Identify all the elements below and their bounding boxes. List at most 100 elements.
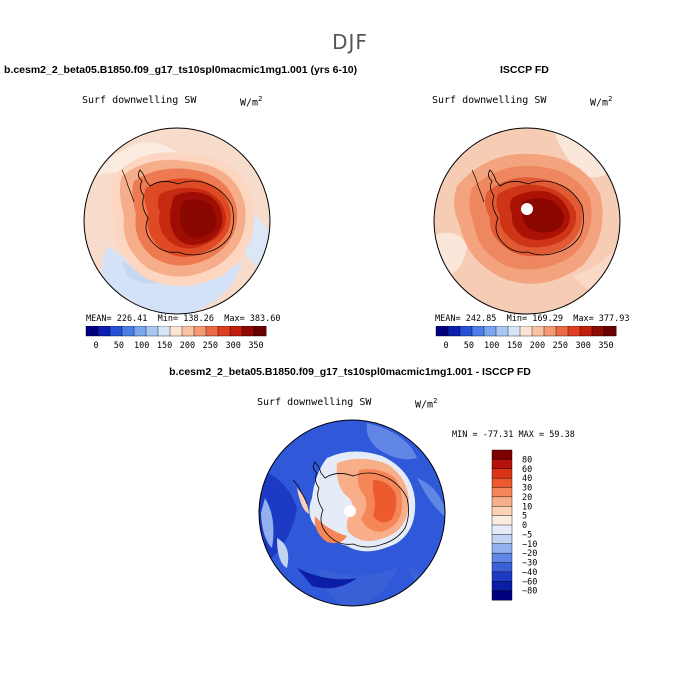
- colorbar-swatch: [193, 326, 207, 337]
- colorbar-tick-label: 80: [522, 455, 532, 465]
- model-panel-title: b.cesm2_2_beta05.B1850.f09_g17_ts10spl0m…: [4, 64, 358, 76]
- colorbar-swatch: [491, 590, 513, 601]
- colorbar-tick-label: 0: [443, 341, 448, 351]
- colorbar-tick-label: 200: [530, 341, 545, 351]
- colorbar-tick-label: −40: [522, 568, 537, 578]
- colorbar-swatch: [491, 487, 513, 498]
- colorbar-tick-label: −60: [522, 577, 537, 587]
- colorbar-swatch: [495, 326, 509, 337]
- colorbar-tick-label: 300: [575, 341, 590, 351]
- colorbar-tick-label: 0: [522, 521, 527, 531]
- colorbar-swatch: [543, 326, 557, 337]
- colorbar-swatch: [447, 326, 461, 337]
- antarctica-coastline: [488, 169, 584, 256]
- colorbar-swatch: [85, 326, 99, 337]
- colorbar-swatch: [507, 326, 521, 337]
- colorbar-tick-label: 150: [507, 341, 522, 351]
- colorbar-tick-label: 20: [522, 493, 532, 503]
- colorbar-tick-label: 100: [134, 341, 149, 351]
- difference-units-label: W/m2: [415, 397, 438, 411]
- colorbar-swatch: [491, 543, 513, 554]
- colorbar-swatch: [253, 326, 267, 337]
- colorbar-tick-label: 40: [522, 474, 532, 484]
- colorbar-swatch: [491, 562, 513, 573]
- obs-colorbar: 0 50 100 150 200 250 300 350: [435, 326, 617, 351]
- colorbar-tick-label: 350: [598, 341, 613, 351]
- model-variable-label: Surf downwelling SW: [82, 95, 197, 106]
- model-stats: MEAN= 226.41 Min= 138.26 Max= 383.60: [86, 314, 281, 324]
- colorbar-tick-label: 200: [180, 341, 195, 351]
- colorbar-tick-label: 50: [114, 341, 124, 351]
- difference-minmax: MIN = -77.31 MAX = 59.38: [452, 430, 575, 440]
- colorbar-swatch: [229, 326, 243, 337]
- colorbar-swatch: [241, 326, 255, 337]
- colorbar-tick-label: 10: [522, 502, 532, 512]
- colorbar-swatch: [121, 326, 135, 337]
- colorbar-swatch: [579, 326, 593, 337]
- colorbar-swatch: [145, 326, 159, 337]
- colorbar-tick-label: −80: [522, 587, 537, 597]
- colorbar-tick-label: −30: [522, 559, 537, 569]
- colorbar-swatch: [591, 326, 605, 337]
- colorbar-tick-label: 350: [248, 341, 263, 351]
- colorbar-swatch: [531, 326, 545, 337]
- colorbar-swatch: [491, 449, 513, 460]
- colorbar-swatch: [491, 552, 513, 563]
- difference-polar-map: [258, 419, 446, 607]
- colorbar-tick-label: 100: [484, 341, 499, 351]
- colorbar-tick-label: 150: [157, 341, 172, 351]
- colorbar-swatch: [157, 326, 171, 337]
- season-title: DJF: [332, 30, 368, 54]
- colorbar-tick-label: 50: [464, 341, 474, 351]
- colorbar-swatch: [491, 534, 513, 545]
- colorbar-swatch: [217, 326, 231, 337]
- colorbar-tick-label: 60: [522, 465, 532, 475]
- colorbar-swatch: [491, 515, 513, 526]
- obs-stats: MEAN= 242.85 Min= 169.29 Max= 377.93: [435, 314, 630, 324]
- colorbar-swatch: [459, 326, 473, 337]
- obs-panel-title: ISCCP FD: [500, 64, 549, 76]
- colorbar-tick-label: −10: [522, 540, 537, 550]
- colorbar-swatch: [483, 326, 497, 337]
- model-polar-map: [83, 127, 271, 315]
- colorbar-tick-label: 250: [553, 341, 568, 351]
- model-units-label: W/m2: [240, 95, 263, 109]
- colorbar-tick-label: 5: [522, 512, 527, 522]
- colorbar-swatch: [109, 326, 123, 337]
- colorbar-swatch: [435, 326, 449, 337]
- colorbar-swatch: [491, 581, 513, 592]
- colorbar-tick-label: −20: [522, 549, 537, 559]
- colorbar-swatch: [181, 326, 195, 337]
- colorbar-swatch: [491, 477, 513, 488]
- colorbar-tick-label: 250: [203, 341, 218, 351]
- colorbar-swatch: [491, 571, 513, 582]
- obs-units-label: W/m2: [590, 95, 613, 109]
- antarctica-coastline: [313, 461, 409, 548]
- colorbar-swatch: [491, 468, 513, 479]
- colorbar-swatch: [555, 326, 569, 337]
- antarctica-coastline: [138, 169, 234, 256]
- polar-hole: [344, 505, 356, 517]
- obs-polar-map: [433, 127, 621, 315]
- colorbar-swatch: [491, 506, 513, 517]
- colorbar-tick-label: −5: [522, 530, 532, 540]
- colorbar-swatch: [97, 326, 111, 337]
- colorbar-swatch: [169, 326, 183, 337]
- model-colorbar: 0 50 100 150 200 250 300 350: [85, 326, 267, 351]
- colorbar-swatch: [133, 326, 147, 337]
- colorbar-swatch: [491, 459, 513, 470]
- colorbar-swatch: [567, 326, 581, 337]
- obs-variable-label: Surf downwelling SW: [432, 95, 547, 106]
- difference-variable-label: Surf downwelling SW: [257, 397, 372, 408]
- polar-hole: [521, 203, 533, 215]
- colorbar-swatch: [519, 326, 533, 337]
- colorbar-swatch: [491, 496, 513, 507]
- colorbar-swatch: [491, 524, 513, 535]
- colorbar-swatch: [603, 326, 617, 337]
- colorbar-tick-label: 30: [522, 484, 532, 494]
- colorbar-swatch: [205, 326, 219, 337]
- colorbar-tick-label: 300: [225, 341, 240, 351]
- colorbar-tick-label: 0: [93, 341, 98, 351]
- difference-panel-title: b.cesm2_2_beta05.B1850.f09_g17_ts10spl0m…: [169, 366, 531, 378]
